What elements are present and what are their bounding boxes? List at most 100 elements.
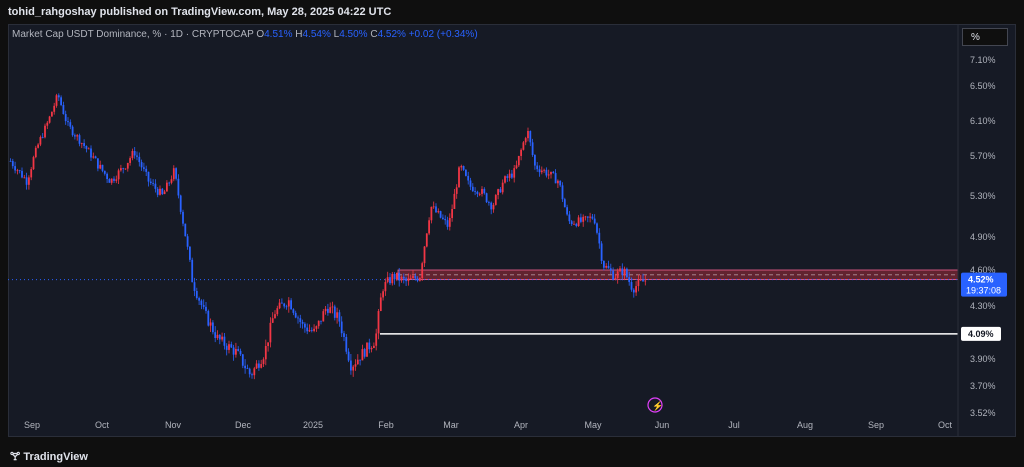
x-tick-label: Mar [443,420,459,430]
candle-body [559,180,562,186]
candle-body [448,218,451,227]
x-tick-label: Oct [95,420,110,430]
y-tick-label: 3.90% [970,354,996,364]
candle-body [600,243,603,262]
candle-body [232,347,235,355]
candle-body [255,363,258,369]
candle-body [87,148,90,150]
candle-body [269,322,272,343]
candle-body [297,317,299,319]
x-tick-label: Feb [378,420,394,430]
candle-body [386,277,389,282]
candle-body [294,312,297,318]
candle-body [290,300,292,310]
candle-body [596,223,598,233]
candle-body [53,105,56,112]
current-price-tag [961,272,1007,297]
x-tick-label: 2025 [303,420,323,430]
candle-body [218,334,221,340]
candle-body [168,182,171,184]
candle-body [363,349,366,357]
candle-body [582,216,585,222]
candle-body [248,368,251,375]
candlestick-chart[interactable]: Sep Oct Nov Dec 2025 Feb Mar Apr May Jun Jul Aug Sep… [8,24,1016,437]
y-tick-label: 6.10% [970,116,996,126]
candle-body [152,183,154,184]
candle-body [276,308,279,315]
symbol-legend: Market Cap USDT Dominance, % · 1D · CRYP… [12,29,478,40]
candle-body [175,168,177,179]
candle-body [458,167,460,188]
candle-body [343,333,345,337]
candle-body [591,216,594,219]
candle-body [39,137,42,145]
candle-body [301,321,304,324]
candle-body [140,162,143,168]
candle-body [285,306,288,308]
candle-body [166,182,168,192]
candle-body [267,342,269,347]
candle-body [543,169,545,171]
candle-body [504,176,506,183]
candle-body [409,278,412,279]
candle-body [306,327,309,332]
candle-body [598,232,601,244]
candle-body [379,297,382,312]
candle-body [333,306,336,318]
candle-body [198,298,200,301]
high-label: H [295,29,303,40]
candle-body [216,334,219,339]
candle-body [51,111,53,117]
percent-scale-button[interactable]: % [962,28,1008,46]
candle-body [628,277,631,283]
candle-body [25,177,28,185]
candle-body [350,360,352,371]
candle-body [373,345,375,348]
chart-pane[interactable] [8,24,1016,437]
candle-body [214,332,217,339]
publisher-text: tohid_rahgoshay published on TradingView… [8,6,392,18]
candle-body [28,177,30,185]
candle-body [283,303,286,307]
candle-body [483,188,486,194]
candle-body [138,156,141,163]
candle-body [340,321,343,334]
candle-body [382,291,384,298]
x-tick-label: Sep [868,420,884,430]
candle-body [145,168,148,172]
candle-body [258,363,260,368]
candle-body [485,193,488,203]
candle-body [74,135,76,137]
candle-body [21,170,23,178]
candle-body [614,277,617,280]
candle-body [377,311,380,334]
candle-body [122,168,125,169]
candle-body [488,202,490,203]
y-tick-label: 4.60% [970,265,996,275]
candle-body [494,195,497,205]
candle-body [315,326,318,329]
candle-body [308,330,311,332]
candle-body [101,164,104,171]
candle-body [202,305,205,307]
candle-body [534,154,536,166]
candle-body [9,161,12,162]
candle-body [182,211,184,224]
candle-body [616,271,619,278]
candle-body [124,168,127,170]
candle-body [110,178,113,183]
candle-body [230,344,233,348]
x-tick-label: Oct [938,420,953,430]
candle-body [619,268,621,272]
candle-body [97,158,99,169]
x-tick-label: Aug [797,420,813,430]
candle-body [170,179,173,183]
candle-body [577,217,580,226]
candle-body [520,149,522,156]
candle-body [310,330,313,331]
lightning-glyph: ⚡ [652,400,663,412]
candle-body [621,268,624,276]
candle-body [271,318,274,323]
candle-body [18,170,21,172]
candle-body [147,171,150,182]
